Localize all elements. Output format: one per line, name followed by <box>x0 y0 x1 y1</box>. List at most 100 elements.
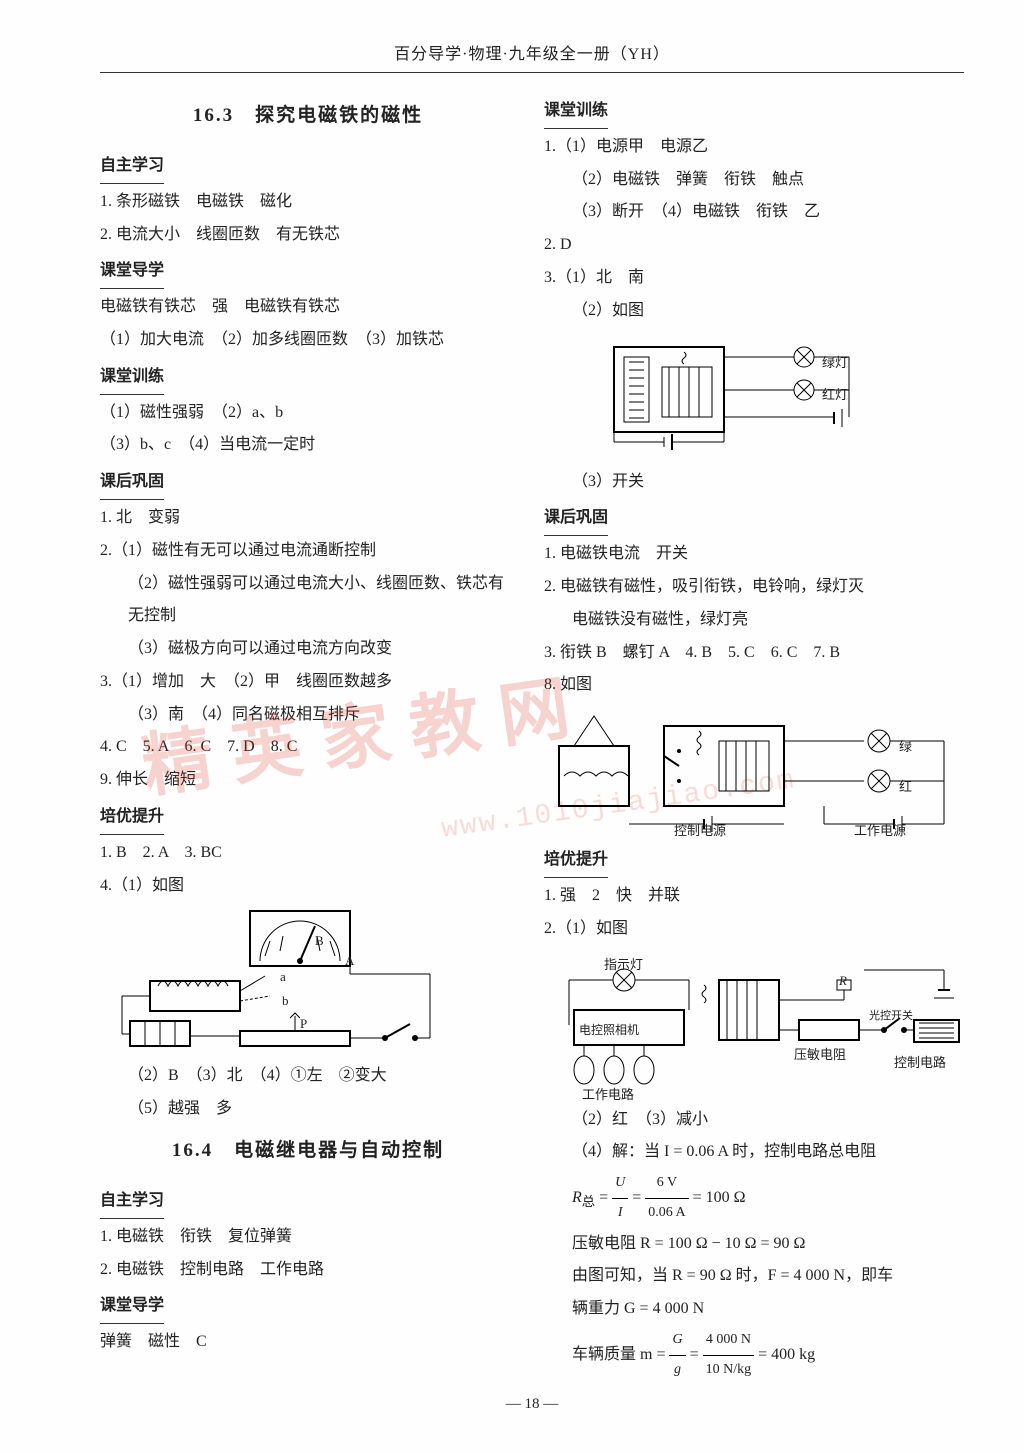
subhead-xunlian-1: 课堂训练 <box>100 361 164 395</box>
formula-line: R总 = UI = 6 V0.06 A = 100 Ω <box>544 1169 964 1227</box>
frac-num: 4 000 N <box>703 1326 755 1356</box>
figure-ammeter-circuit: B A a b P <box>120 906 440 1056</box>
answer-line: （3）开关 <box>544 466 964 499</box>
formula-R: R <box>572 1189 582 1206</box>
answer-line: 弹簧 磁性 C <box>100 1326 516 1359</box>
formula-eq: = <box>595 1189 612 1206</box>
right-column: 课堂训练 1.（1）电源甲 电源乙 （2）电磁铁 弹簧 衔铁 触点 （3）断开 … <box>544 91 964 1384</box>
answer-line: （2）电磁铁 弹簧 衔铁 触点 <box>544 164 964 197</box>
answer-line: 3. 衔铁 B 螺钉 A 4. B 5. C 6. C 7. B <box>544 637 964 670</box>
fig-label-green2: 绿 <box>899 734 912 761</box>
answer-line: 4. C 5. A 6. C 7. D 8. C <box>100 731 516 764</box>
fig-label-green: 绿灯 <box>822 350 848 377</box>
answer-line: 1. 北 变弱 <box>100 502 516 535</box>
formula-eq: = <box>690 1346 703 1363</box>
answer-line: 1. 条形磁铁 电磁铁 磁化 <box>100 186 516 219</box>
frac-den: g <box>669 1356 685 1385</box>
answer-line: （3）磁极方向可以通过电流方向改变 <box>100 633 516 666</box>
frac-num: 6 V <box>645 1169 688 1199</box>
answer-line: 由图可知，当 R = 90 Ω 时，F = 4 000 N，即车 <box>544 1260 964 1293</box>
answer-line: 8. 如图 <box>544 669 964 702</box>
figure-camera-circuit: 指示灯 电控照相机 工作电路 压敏电阻 R 光控开关 控制电路 <box>544 950 964 1100</box>
frac-den: I <box>612 1199 628 1228</box>
subhead-peiyou-1: 培优提升 <box>100 801 164 835</box>
fig-label-work-supply: 工作电源 <box>854 818 906 845</box>
answer-line: 辆重力 G = 4 000 N <box>544 1293 964 1326</box>
formula-result: = 100 Ω <box>693 1189 746 1206</box>
answer-line: （2）磁性强弱可以通过电流大小、线圈匝数、铁芯有无控制 <box>100 568 516 634</box>
formula-sub: 总 <box>582 1194 595 1209</box>
fig-label-P: P <box>300 1011 307 1038</box>
subhead-xunlian-right: 课堂训练 <box>544 95 608 129</box>
section-title-16-3: 16.3 探究电磁铁的磁性 <box>100 97 516 136</box>
answer-line: 电磁铁有铁芯 强 电磁铁有铁芯 <box>100 291 516 324</box>
fraction: Gg <box>669 1326 685 1384</box>
answer-line: （2）B （3）北 （4）①左 ②变大 <box>100 1060 516 1093</box>
answer-line: 9. 伸长 缩短 <box>100 764 516 797</box>
answer-line: 2.（1）磁性有无可以通过电流通断控制 <box>100 535 516 568</box>
answer-line: （3）b、c （4）当电流一定时 <box>100 429 516 462</box>
answer-line: 2.（1）如图 <box>544 913 964 946</box>
formula-eq: = <box>632 1189 645 1206</box>
answer-line: 1. 电磁铁电流 开关 <box>544 538 964 571</box>
page-number: — 18 — <box>100 1396 964 1413</box>
figure-svg <box>544 706 964 836</box>
formula-prefix: 车辆质量 m = <box>572 1346 669 1363</box>
answer-line: 2. 电磁铁 控制电路 工作电路 <box>100 1254 516 1287</box>
fig-label-a: a <box>280 964 286 991</box>
fig-label-red2: 红 <box>899 774 912 801</box>
formula-line: 车辆质量 m = Gg = 4 000 N10 N/kg = 400 kg <box>544 1326 964 1384</box>
answer-line: （3）南 （4）同名磁极相互排斥 <box>100 699 516 732</box>
frac-den: 10 N/kg <box>703 1356 755 1385</box>
answer-line: （3）断开 （4）电磁铁 衔铁 乙 <box>544 196 964 229</box>
fig-label-ctrl-supply: 控制电源 <box>674 818 726 845</box>
subhead-daoxue-1: 课堂导学 <box>100 255 164 289</box>
fig-label-B: B <box>315 928 324 955</box>
subhead-daoxue-2: 课堂导学 <box>100 1290 164 1324</box>
fig-label-camera: 电控照相机 <box>579 1018 639 1043</box>
fig-label-red: 红灯 <box>822 382 848 409</box>
figure-relay-lights: 绿灯 红灯 <box>584 332 884 462</box>
fraction: UI <box>612 1169 628 1227</box>
answer-line: 1.（1）电源甲 电源乙 <box>544 131 964 164</box>
frac-num: U <box>612 1169 628 1199</box>
answer-line: 3.（1）增加 大 （2）甲 线圈匝数越多 <box>100 666 516 699</box>
fig-label-A: A <box>345 948 354 975</box>
fig-label-b: b <box>282 988 289 1015</box>
answer-line: 2. 电流大小 线圈匝数 有无铁芯 <box>100 219 516 252</box>
answer-line: 2. 电磁铁有磁性，吸引衔铁，电铃响，绿灯灭 <box>544 571 964 604</box>
frac-den: 0.06 A <box>645 1199 688 1228</box>
two-column-layout: 16.3 探究电磁铁的磁性 自主学习 1. 条形磁铁 电磁铁 磁化 2. 电流大… <box>100 91 964 1384</box>
answer-line: 1. B 2. A 3. BC <box>100 837 516 870</box>
page-header: 百分导学·物理·九年级全一册（YH） <box>100 40 964 73</box>
fraction: 4 000 N10 N/kg <box>703 1326 755 1384</box>
answer-line: 1. 强 2 快 并联 <box>544 880 964 913</box>
fig-label-pressure-resistor: 压敏电阻 <box>794 1042 846 1069</box>
left-column: 16.3 探究电磁铁的磁性 自主学习 1. 条形磁铁 电磁铁 磁化 2. 电流大… <box>100 91 516 1384</box>
subhead-zizhu-1: 自主学习 <box>100 150 164 184</box>
figure-relay-supply: 绿 红 控制电源 工作电源 <box>544 706 964 836</box>
fig-label-R: R <box>839 968 847 995</box>
answer-line: （2）红 （3）减小 <box>544 1104 964 1137</box>
formula-result: = 400 kg <box>758 1346 815 1363</box>
fraction: 6 V0.06 A <box>645 1169 688 1227</box>
answer-line: 2. D <box>544 229 964 262</box>
subhead-zizhu-2: 自主学习 <box>100 1185 164 1219</box>
subhead-gonggu-right: 课后巩固 <box>544 502 608 536</box>
answer-line: 1. 电磁铁 衔铁 复位弹簧 <box>100 1221 516 1254</box>
frac-num: G <box>669 1326 685 1356</box>
answer-line: 3.（1）北 南 <box>544 262 964 295</box>
answer-line: （1）加大电流 （2）加多线圈匝数 （3）加铁芯 <box>100 324 516 357</box>
fig-label-work-circuit: 工作电路 <box>582 1082 634 1109</box>
page-root: 百分导学·物理·九年级全一册（YH） 精英家教网 www.1010jiajiao… <box>0 0 1024 1453</box>
subhead-peiyou-right: 培优提升 <box>544 844 608 878</box>
answer-line: （1）磁性强弱 （2）a、b <box>100 397 516 430</box>
subhead-gonggu-1: 课后巩固 <box>100 466 164 500</box>
answer-line: 压敏电阻 R = 100 Ω − 10 Ω = 90 Ω <box>544 1228 964 1261</box>
answer-line: （4）解：当 I = 0.06 A 时，控制电路总电阻 <box>544 1136 964 1169</box>
fig-label-light-switch: 光控开关 <box>869 1005 913 1028</box>
fig-label-ctrl-circuit: 控制电路 <box>894 1050 946 1077</box>
fig-label-lamp: 指示灯 <box>604 952 643 979</box>
answer-line: （5）越强 多 <box>100 1093 516 1126</box>
answer-line: 电磁铁没有磁性，绿灯亮 <box>544 604 964 637</box>
